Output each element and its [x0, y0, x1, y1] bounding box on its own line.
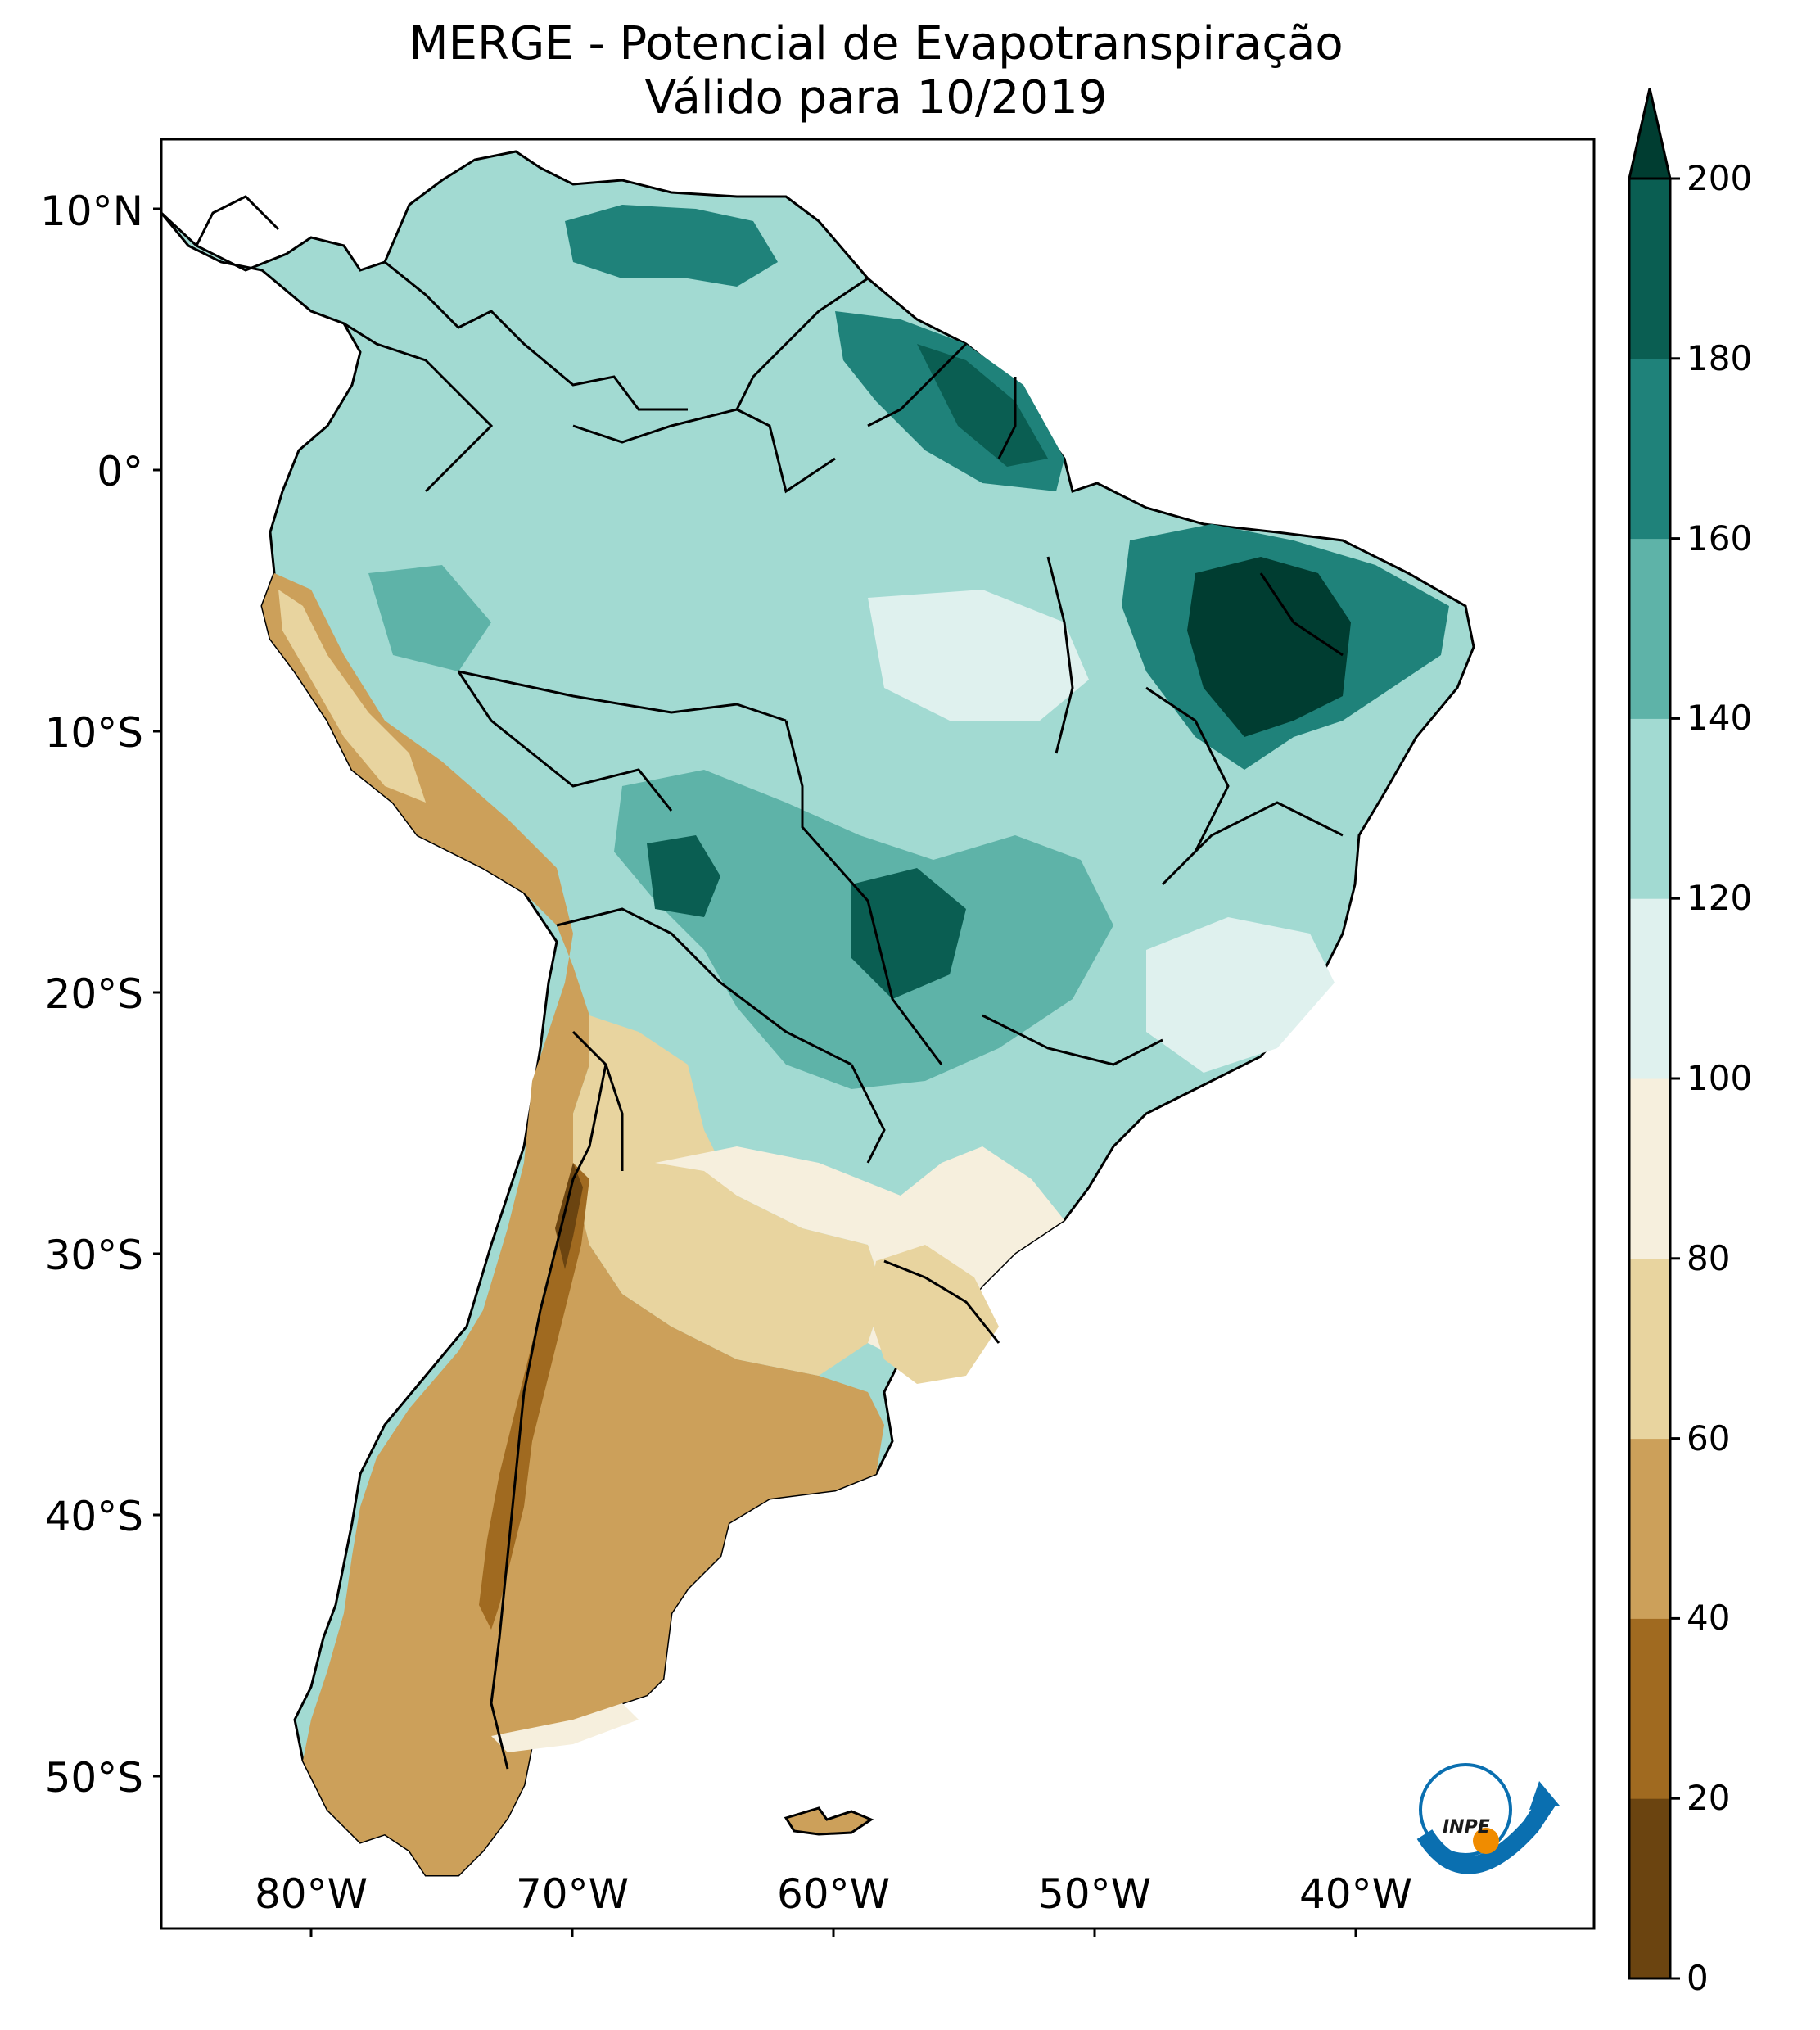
colorbar-tick-label: 140: [1687, 698, 1753, 739]
zone-uruguay: [868, 1245, 999, 1384]
zone-central-light: [868, 590, 1089, 721]
zone-argentina-tan: [573, 1015, 884, 1376]
zone-patagonia-cream: [491, 1703, 639, 1752]
x-tick-label: 80°W: [254, 1870, 368, 1918]
zone-andes-ridge: [479, 1163, 589, 1630]
colorbar-segment: [1629, 1618, 1670, 1799]
colorbar-tick-label: 120: [1687, 878, 1753, 919]
y-tick-label: 0°: [97, 448, 143, 495]
axis-tick-marks: [153, 207, 1357, 1937]
colorbar-tick-label: 200: [1687, 158, 1753, 198]
colorbar-extend-arrow: [1628, 88, 1672, 180]
x-tick-label: 70°W: [515, 1870, 630, 1918]
zone-guianas-core: [917, 344, 1048, 467]
y-tick-label: 40°S: [44, 1493, 143, 1540]
colorbar-segment: [1629, 718, 1670, 899]
colorbar-tick-label: 160: [1687, 518, 1753, 558]
colorbar-segment: [1629, 1438, 1670, 1619]
map-title-line1: MERGE - Potencial de Evapotranspiração: [409, 17, 1344, 70]
colorbar-segment: [1629, 358, 1670, 540]
colorbar-tick-label: 20: [1687, 1778, 1731, 1819]
inpe-logo: INPE: [1416, 1763, 1560, 1874]
colorbar-segment: [1629, 538, 1670, 719]
y-tick-label: 50°S: [44, 1754, 143, 1802]
y-tick-label: 10°N: [39, 188, 143, 235]
falkland-islands: [784, 1806, 874, 1836]
map-frame: [160, 138, 1596, 1930]
colorbar-segment: [1629, 1798, 1670, 1979]
colorbar-tick-label: 100: [1687, 1058, 1753, 1098]
zone-pantanal: [851, 868, 966, 999]
zone-andes-peak: [555, 1163, 583, 1269]
colorbar-tick-label: 60: [1687, 1417, 1731, 1458]
colorbar-tick-label: 40: [1687, 1598, 1731, 1639]
zone-north-coast: [565, 205, 778, 287]
zone-bolivia-high: [647, 835, 720, 917]
y-tick-label: 10°S: [44, 709, 143, 757]
x-tick-label: 50°W: [1037, 1870, 1152, 1918]
colorbar-tick-label: 80: [1687, 1237, 1731, 1278]
colorbar-segment: [1629, 898, 1670, 1079]
map-area: INPE: [161, 150, 1560, 1877]
y-tick-label: 20°S: [44, 970, 143, 1018]
inpe-logo-text: INPE: [1443, 1817, 1490, 1838]
colorbar-tick-label: 180: [1687, 337, 1753, 378]
x-tick-label: 60°W: [776, 1870, 891, 1918]
zone-southeast-light: [1146, 917, 1335, 1073]
zone-amazon-west: [368, 565, 491, 671]
zone-northeast-core: [1187, 557, 1351, 737]
zone-peru-coast: [278, 590, 426, 803]
colorbar-tick-label: 0: [1687, 1958, 1709, 1998]
colorbar-segment: [1629, 179, 1670, 359]
country-borders: [195, 195, 1344, 1770]
colorbar-segment: [1629, 1258, 1670, 1440]
x-tick-label: 40°W: [1298, 1870, 1413, 1918]
y-tick-label: 30°S: [44, 1232, 143, 1279]
colorbar-segment: [1629, 1078, 1670, 1259]
colorbar: [1628, 88, 1680, 1980]
map-title-line2: Válido para 10/2019: [644, 71, 1108, 124]
